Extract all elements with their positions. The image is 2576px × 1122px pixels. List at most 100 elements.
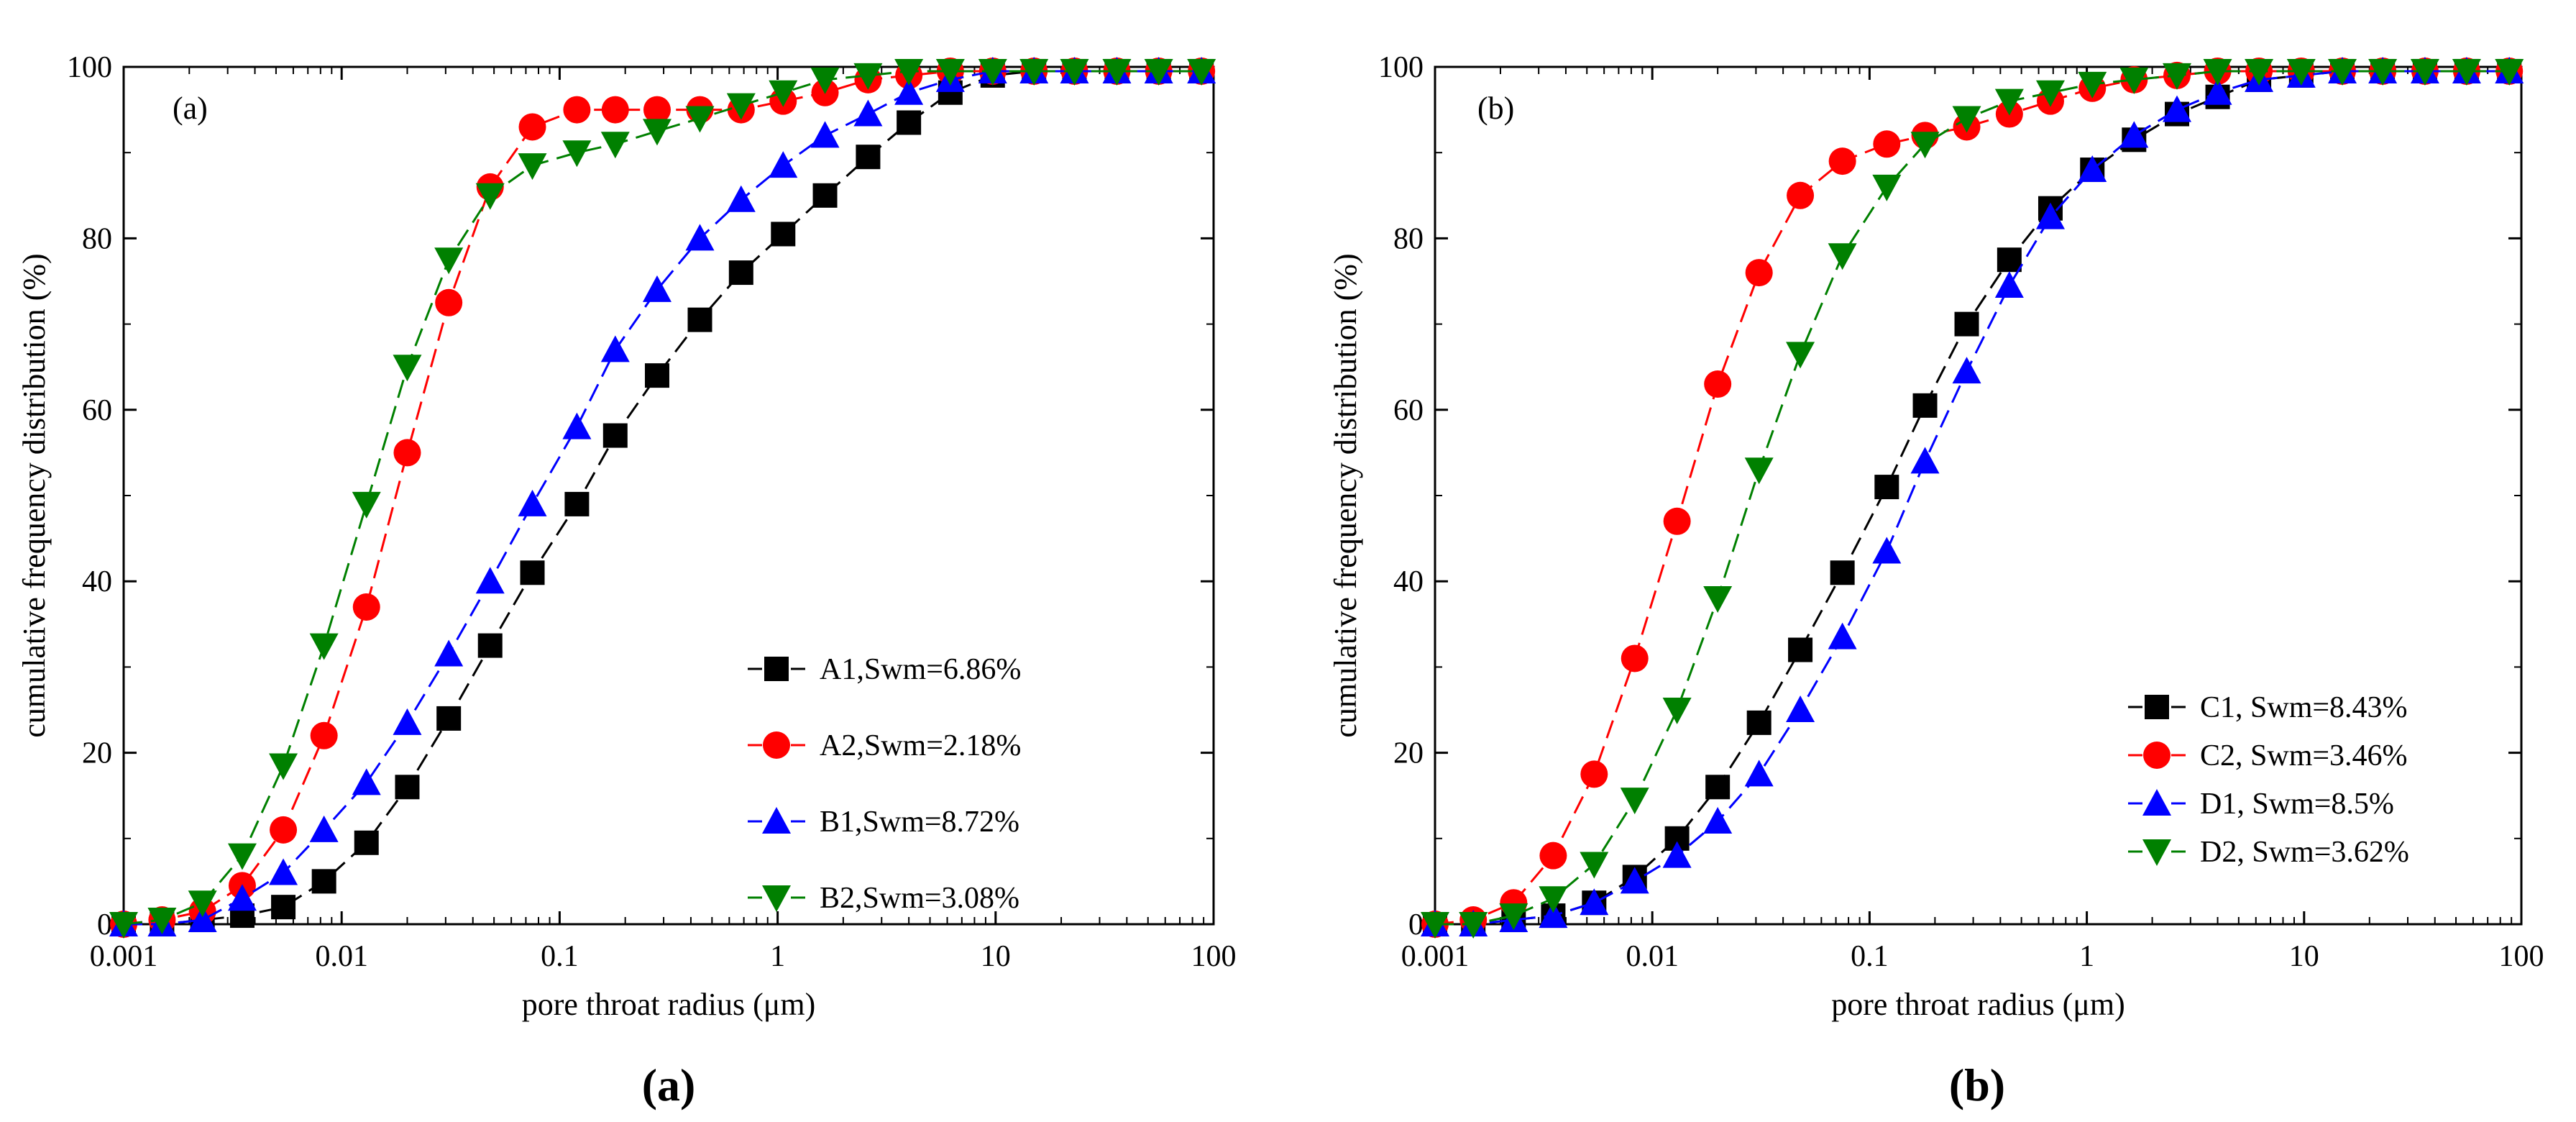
panel-b-data-point	[2495, 58, 2524, 86]
panel-a-data-point	[435, 288, 463, 316]
panel-b-series-line	[1434, 70, 2510, 926]
panel-a-data-point	[354, 830, 379, 855]
panel-b-data-point	[1539, 901, 1568, 929]
panel-a-data-point	[352, 593, 380, 621]
panel-a-data-point	[771, 222, 796, 247]
panel-a-data-point	[393, 708, 422, 735]
panel-a-x-tick-label: 100	[1191, 940, 1237, 973]
panel-b-data-point	[1952, 106, 1981, 133]
panel-a-legend-label: A1,Swm=6.86%	[820, 653, 1021, 686]
panel-b-series-3	[1421, 56, 2524, 936]
panel-b-data-point	[1662, 698, 1692, 724]
panel-b-data-point	[2203, 58, 2232, 86]
panel-a-data-point	[856, 145, 881, 170]
panel-a-data-point	[518, 153, 547, 181]
panel-a-data-point	[769, 80, 798, 107]
panel-b-tick-marks	[1434, 65, 2523, 926]
panel-b-data-point	[1872, 174, 1902, 201]
panel-a-data-point	[1144, 58, 1173, 86]
panel-a-data-point	[810, 121, 840, 148]
panel-a-y-tick-label: 40	[82, 565, 112, 598]
panel-a-y-tick-label: 100	[67, 51, 112, 84]
panel-a-data-point	[352, 491, 381, 519]
panel-b-tag: (b)	[1477, 91, 1514, 126]
panel-b-data-point	[1580, 888, 1609, 916]
panel-b-data-point	[1421, 912, 1449, 939]
panel-a-legend-marker	[762, 807, 791, 834]
panel-a-data-point	[227, 884, 257, 911]
panel-b-data-point	[1872, 537, 1902, 564]
panel-a-data-point	[518, 113, 546, 141]
panel-b-data-point	[2328, 58, 2357, 86]
panel-b-legend-marker	[2142, 789, 2171, 816]
panel-b-legend-marker	[2143, 742, 2171, 769]
panel-a-x-tick-label: 0.1	[541, 940, 579, 973]
panel-a-series-line	[123, 70, 1202, 926]
panel-b-data-point	[2035, 202, 2065, 229]
panel-b-data-point	[2163, 95, 2192, 122]
panel-a-y-axis-title: cumulative frequency distribution (%)	[17, 253, 52, 737]
panel-a-data-point	[475, 183, 505, 210]
panel-b-data-point	[1459, 912, 1488, 939]
panel-a-legend-label: A2,Swm=2.18%	[820, 729, 1021, 762]
panel-a-y-tick-label: 60	[82, 394, 112, 427]
panel-b-data-point	[1994, 88, 2024, 116]
panel-a-data-point	[853, 63, 883, 90]
panel-b-x-tick-label: 100	[2499, 940, 2544, 973]
panel-a-data-point	[227, 843, 257, 870]
panel-a-data-point	[188, 890, 217, 918]
panel-a-data-point	[894, 78, 924, 105]
panel-b-data-point	[1786, 695, 1815, 722]
panel-b-x-tick-label: 10	[2289, 940, 2319, 973]
panel-b-data-point	[1954, 311, 1979, 337]
panel-a-data-point	[562, 140, 592, 168]
panel-a-x-axis-title: pore throat radius (μm)	[522, 987, 815, 1022]
panel-a-data-point	[477, 633, 503, 658]
panel-a-data-point	[897, 110, 922, 135]
panel-b-y-tick-label: 60	[1393, 394, 1424, 427]
panel-a-data-point	[726, 185, 756, 212]
panel-a-chart: (a) pore throat radius (μm) cumulative f…	[17, 51, 1237, 1110]
panel-a-data-point	[562, 412, 592, 439]
panel-b-data-point	[1621, 644, 1649, 672]
panel-b-legend-marker	[2145, 695, 2169, 719]
panel-a-data-point	[642, 275, 671, 302]
panel-a-data-point	[393, 355, 422, 382]
panel-b-data-point	[2203, 78, 2232, 105]
panel-b-series-4	[1421, 58, 2524, 939]
panel-b-data-point	[1703, 586, 1733, 614]
panel-a-data-point	[393, 439, 421, 467]
panel-a-legend-marker	[764, 657, 789, 681]
panel-a-data-point	[270, 816, 298, 844]
panel-b-data-point	[2078, 155, 2107, 183]
panel-b-y-tick-labels: 0 20 40 60 80 100	[1378, 51, 1424, 941]
panel-a-data-point	[769, 151, 798, 178]
panel-b-x-tick-label: 0.1	[1851, 940, 1889, 973]
panel-a-data-point	[853, 99, 883, 127]
panel-a-data-point	[685, 224, 715, 251]
panel-a-plot-area	[109, 56, 1216, 939]
panel-b-data-point	[1663, 507, 1691, 535]
panel-a-y-tick-label: 0	[97, 908, 112, 941]
panel-a-legend-marker	[763, 731, 790, 759]
panel-b-data-point	[1705, 775, 1731, 800]
panel-a-data-point	[269, 753, 298, 780]
panel-a-data-point	[812, 183, 838, 208]
panel-b-data-point	[1873, 130, 1901, 158]
panel-a-x-tick-label: 10	[981, 940, 1011, 973]
panel-b-y-tick-label: 0	[1408, 908, 1424, 941]
panel-b-data-point	[1539, 886, 1568, 913]
panel-b-data-point	[1912, 393, 1938, 418]
panel-a-data-point	[310, 721, 338, 749]
panel-b-legend: C1, Swm=8.43% C2, Swm=3.46% D1, Swm=8.5%…	[2128, 691, 2409, 869]
panel-a-data-point	[685, 106, 715, 133]
panel-b-data-point	[1874, 475, 1899, 500]
panel-b-data-point	[2410, 58, 2439, 86]
panel-a-legend-marker	[762, 885, 791, 912]
panel-a-data-point	[518, 489, 547, 516]
panel-a-data-point	[188, 906, 217, 933]
panel-b-data-point	[1620, 867, 1649, 894]
panel-a-data-point	[564, 491, 590, 516]
